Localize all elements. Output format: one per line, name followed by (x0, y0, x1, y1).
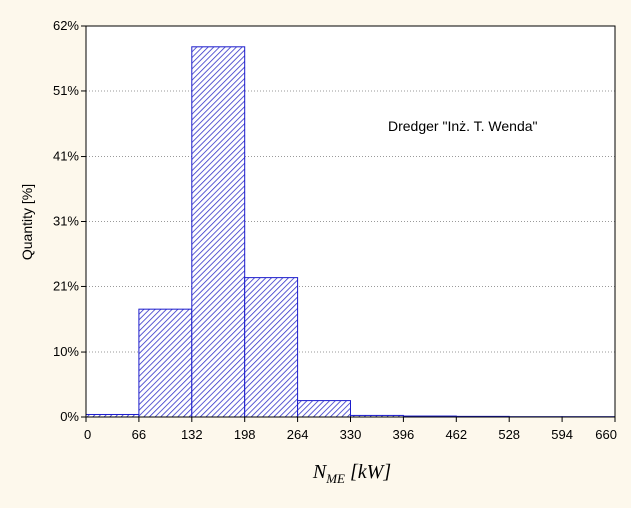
y-axis-ticks: 0% 10% 21% 31% 41% 51% 62% (53, 18, 86, 424)
x-axis-label-sub: ME (325, 471, 345, 486)
y-tick-label: 0% (60, 409, 79, 424)
x-tick-label: 66 (132, 427, 146, 442)
bars (85, 46, 616, 418)
y-tick-label: 51% (53, 83, 79, 98)
x-axis-ticks: 0 66 132 198 264 330 396 462 528 594 660 (84, 417, 617, 442)
histogram-bar (244, 277, 299, 418)
x-tick-label: 396 (393, 427, 415, 442)
y-tick-label: 41% (53, 149, 79, 164)
histogram-bar (191, 46, 246, 418)
y-axis-label: Quantity [%] (19, 184, 35, 260)
chart-annotation: Dredger "Inż. T. Wenda" (388, 118, 538, 134)
x-tick-label: 660 (595, 427, 617, 442)
x-tick-label: 528 (498, 427, 520, 442)
y-tick-label: 62% (53, 18, 79, 33)
grid-lines (86, 90, 615, 353)
histogram-bar (138, 308, 193, 418)
x-tick-label: 0 (84, 427, 91, 442)
x-tick-label: 330 (340, 427, 362, 442)
x-tick-label: 594 (551, 427, 573, 442)
x-axis-label-main: N (312, 461, 328, 483)
x-tick-label: 132 (181, 427, 203, 442)
x-axis-label-rest: [kW] (345, 461, 391, 483)
x-tick-label: 198 (234, 427, 256, 442)
y-tick-label: 21% (53, 278, 79, 293)
y-tick-label: 10% (53, 344, 79, 359)
y-tick-label: 31% (53, 214, 79, 229)
x-tick-label: 462 (445, 427, 467, 442)
x-tick-label: 264 (287, 427, 309, 442)
histogram-bar (297, 400, 352, 418)
x-axis-label: NME [kW] (312, 461, 391, 486)
